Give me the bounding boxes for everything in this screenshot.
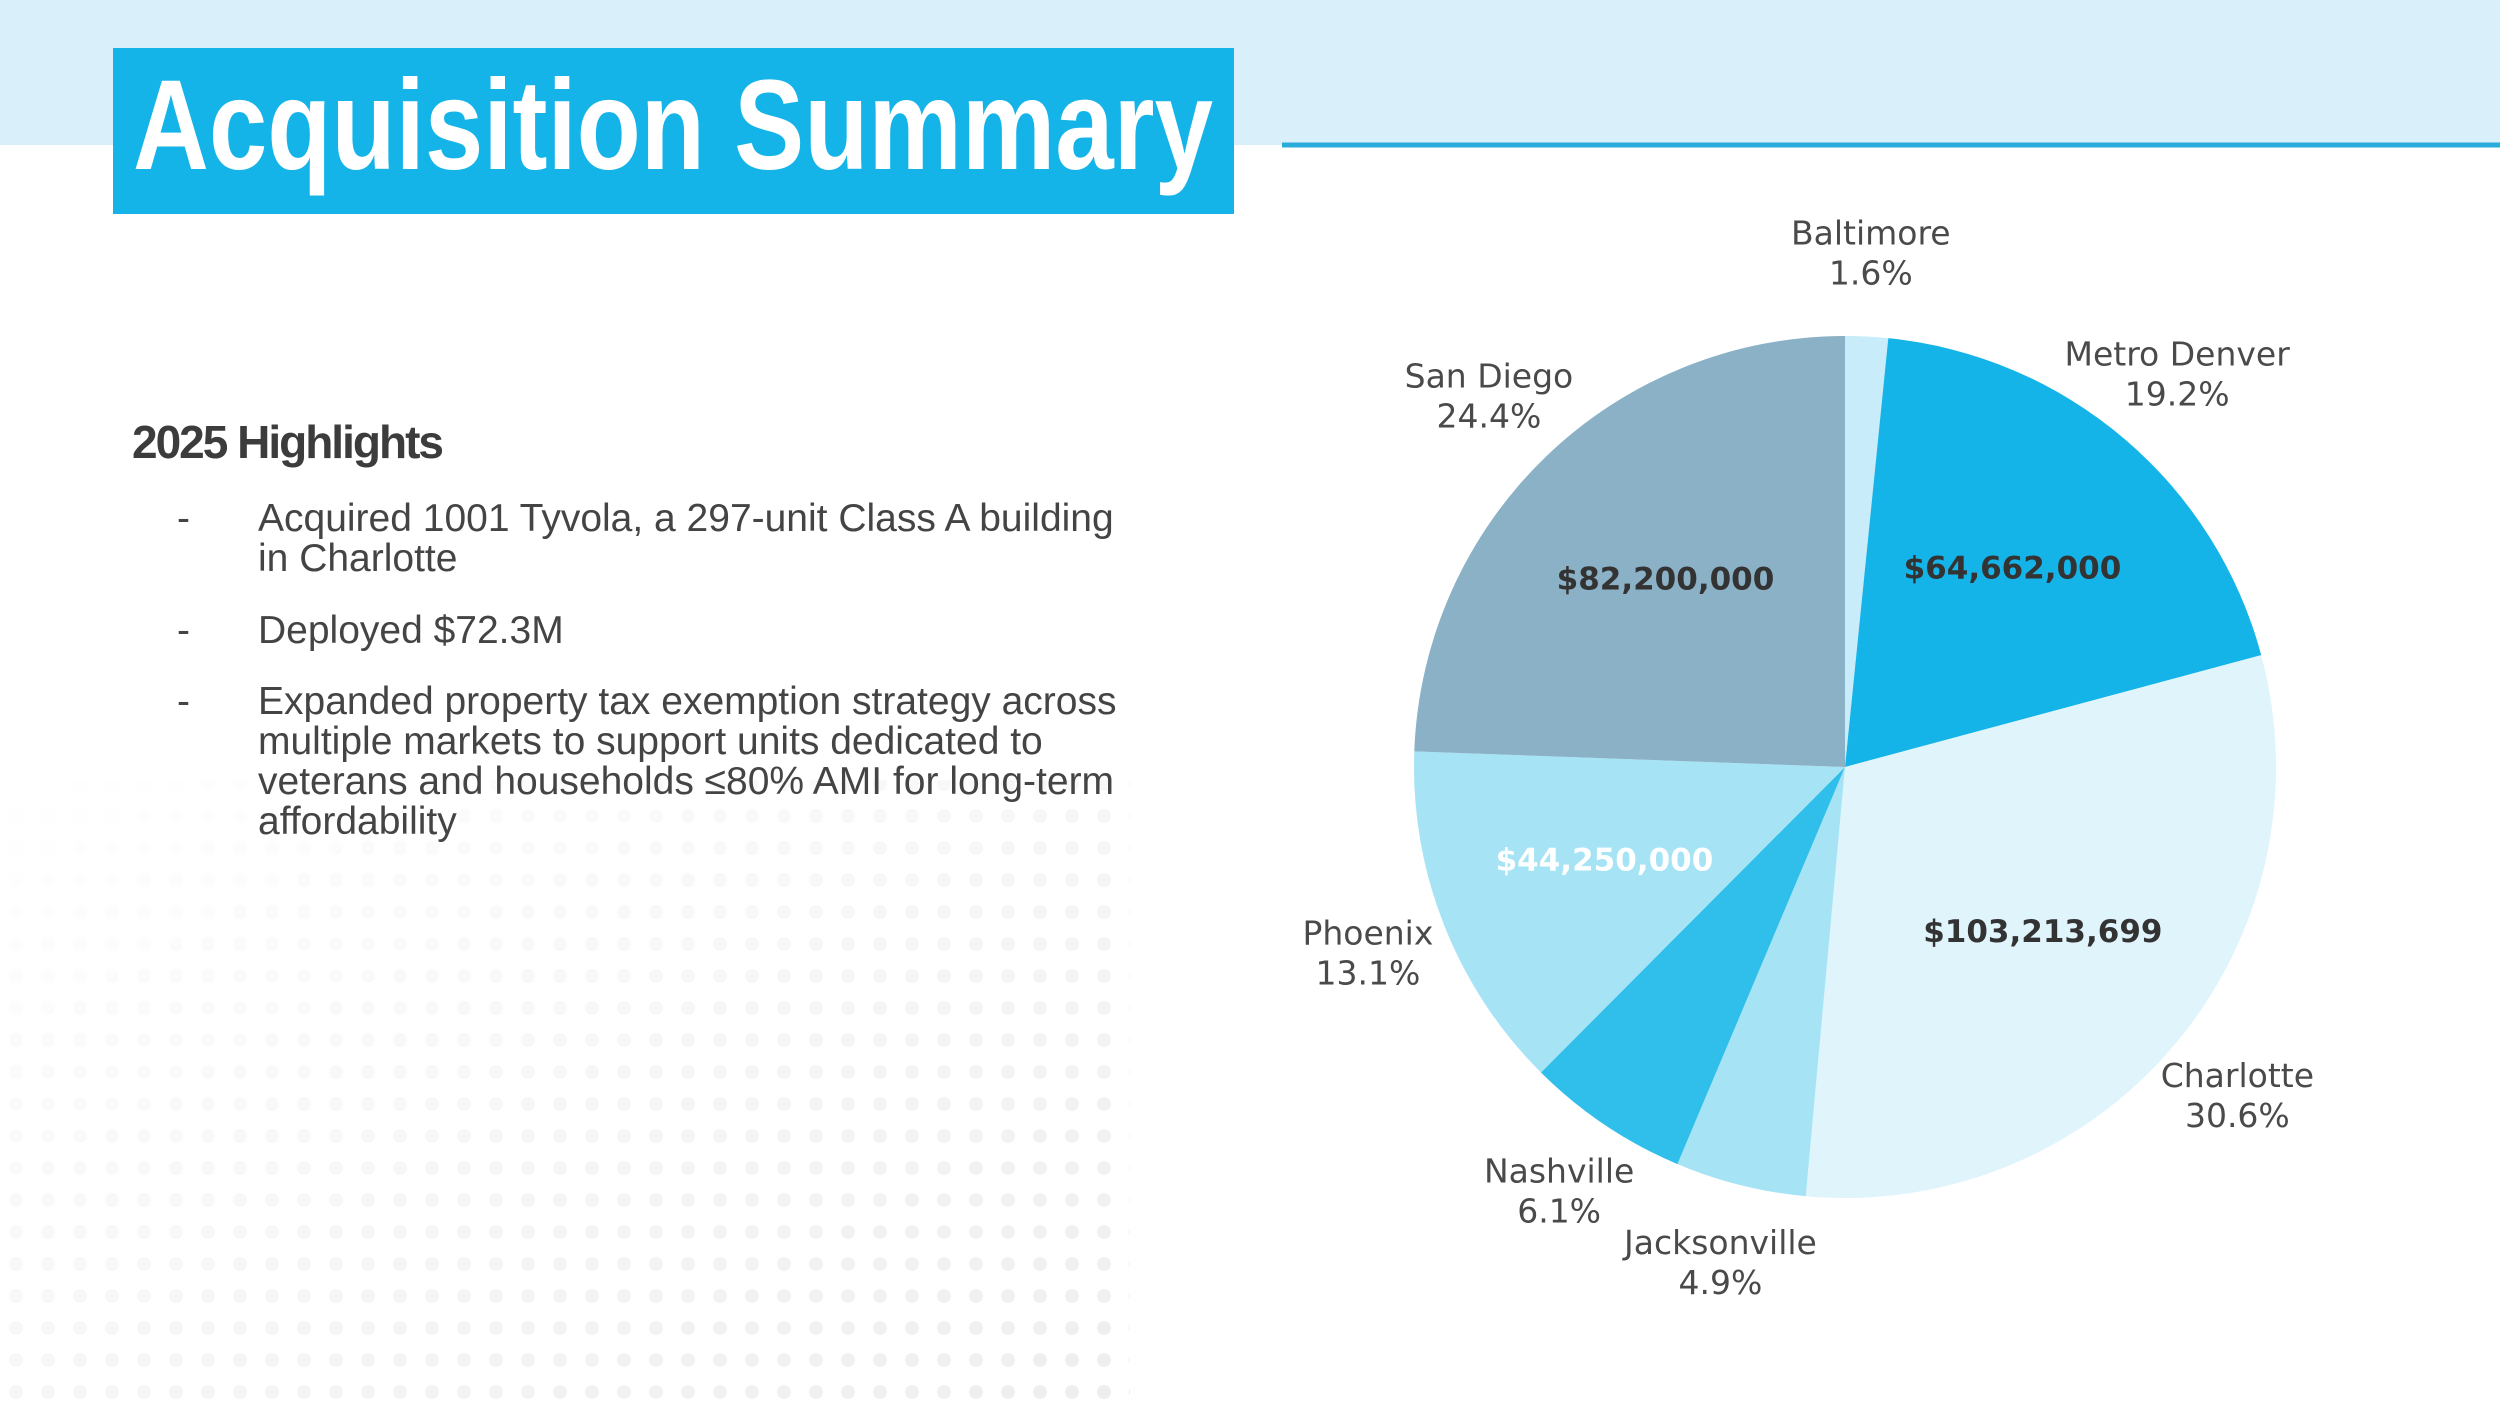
- category-label: Jacksonville: [1622, 1223, 1817, 1262]
- highlights-heading: 2025 Highlights: [132, 416, 444, 468]
- title: Acquisition Summary: [133, 54, 1213, 197]
- bullet-item: - Acquired 1001 Tyvola, a 297-unit Class …: [132, 499, 1138, 579]
- highlights: 2025 Highlights - Acquired 1001 Tyvola, a…: [132, 415, 1132, 873]
- category-label: Nashville: [1484, 1151, 1634, 1190]
- bullet-item: - Expanded property tax exemption strateg…: [132, 682, 1138, 841]
- category-label: San Diego: [1405, 356, 1574, 395]
- percent-label: 4.9%: [1679, 1263, 1763, 1302]
- pie-slice: [1414, 751, 1845, 1073]
- percent-label: 1.6%: [1829, 253, 1913, 292]
- percent-label: 24.4%: [1437, 396, 1542, 435]
- bullet-dash: -: [177, 680, 190, 724]
- amount-label: $64,662,000: [1904, 550, 2122, 586]
- pie-slice: [1414, 336, 1845, 767]
- amount-label: $44,250,000: [1496, 842, 1714, 878]
- amount-label: $82,200,000: [1557, 561, 1775, 597]
- pie-slice: [1540, 767, 1845, 1165]
- amount-label: $103,213,699: [1923, 914, 2162, 950]
- category-label: Baltimore: [1791, 213, 1951, 252]
- bullet-list: - Acquired 1001 Tyvola, a 297-unit Class …: [132, 499, 1132, 841]
- pie-slice: [1845, 338, 2262, 767]
- category-label: Charlotte: [2161, 1056, 2314, 1095]
- bullet-text: Deployed $72.3M: [258, 608, 564, 652]
- dot-fade: [0, 780, 1130, 1407]
- percent-label: 30.6%: [2185, 1096, 2290, 1135]
- percent-label: 13.1%: [1315, 954, 1420, 993]
- title-box: [113, 48, 1234, 214]
- category-label: Phoenix: [1302, 914, 1433, 953]
- bullet-text: Acquired 1001 Tyvola, a 297-unit Class A…: [258, 497, 1114, 580]
- percent-label: 19.2%: [2125, 375, 2230, 414]
- pie-slice: [1805, 655, 2277, 1199]
- bullet-dash: -: [177, 608, 190, 652]
- pie-slice: [1677, 767, 1845, 1197]
- bullet-item: - Deployed $72.3M: [132, 608, 1138, 652]
- pie-slice: [1845, 336, 1889, 767]
- percent-label: 6.1%: [1517, 1191, 1601, 1230]
- bullet-text: Expanded property tax exemption strategy…: [258, 680, 1117, 843]
- bullet-dash: -: [177, 497, 190, 540]
- category-label: Metro Denver: [2065, 335, 2291, 374]
